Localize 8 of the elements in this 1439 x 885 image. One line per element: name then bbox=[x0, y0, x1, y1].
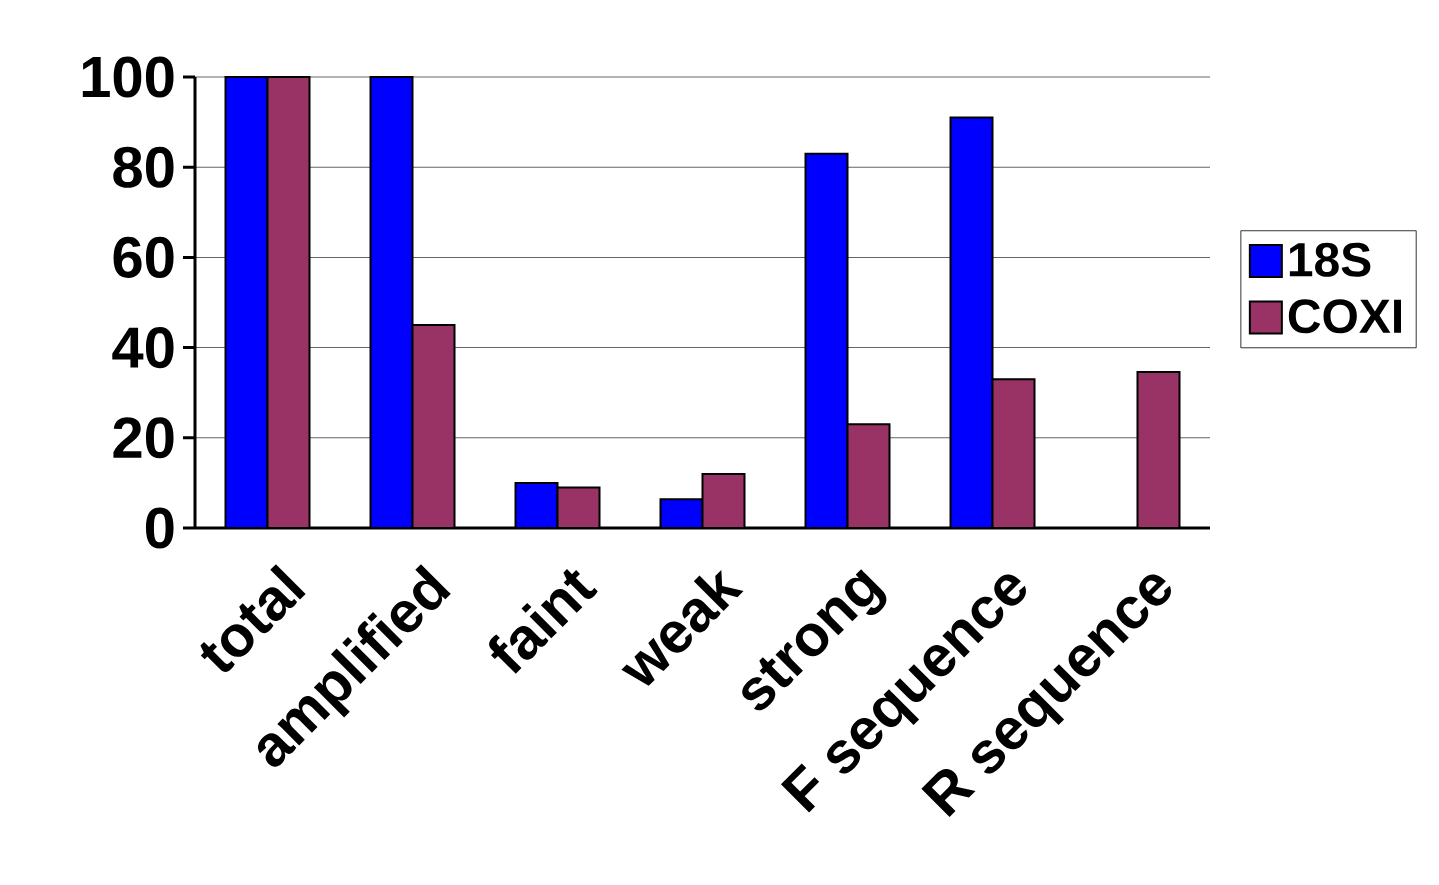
y-tick-label: 60 bbox=[113, 236, 174, 278]
y-tick-label: 0 bbox=[145, 507, 174, 549]
legend-label: 18S bbox=[1289, 242, 1371, 277]
y-tick-label: 20 bbox=[113, 417, 174, 459]
legend-label: COXI bbox=[1288, 299, 1401, 334]
y-tick-label: 80 bbox=[113, 146, 174, 188]
y-tick-label: 100 bbox=[82, 56, 174, 98]
y-tick-label: 40 bbox=[112, 327, 174, 369]
